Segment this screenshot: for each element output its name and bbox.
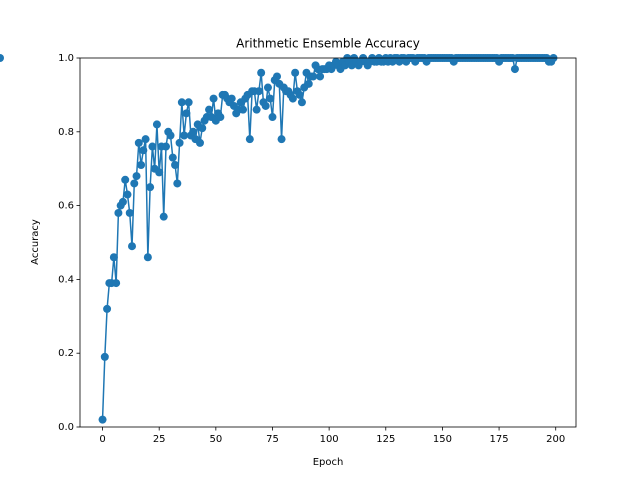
data-point — [239, 105, 248, 114]
y-axis-label: Accuracy — [30, 219, 41, 265]
data-point — [137, 161, 146, 170]
data-point — [263, 83, 272, 92]
data-point — [128, 242, 137, 251]
data-point — [198, 124, 207, 133]
data-point — [195, 138, 204, 147]
data-point — [152, 120, 161, 129]
data-point — [177, 98, 186, 107]
data-point — [171, 161, 180, 170]
data-point — [132, 172, 141, 181]
x-tick-label: 100 — [320, 434, 339, 445]
data-point — [175, 138, 184, 147]
x-tick-label: 200 — [546, 434, 565, 445]
data-point — [257, 68, 266, 77]
data-point — [168, 153, 177, 162]
x-tick-label: 75 — [266, 434, 279, 445]
data-point — [297, 98, 306, 107]
data-point — [209, 94, 218, 103]
data-point — [125, 208, 134, 217]
data-point — [98, 415, 107, 424]
data-point — [182, 109, 191, 118]
data-point — [268, 113, 277, 122]
data-point — [227, 94, 236, 103]
data-point — [173, 179, 182, 188]
data-point — [261, 101, 270, 110]
y-tick-label: 0.8 — [58, 127, 74, 138]
data-point — [295, 90, 304, 99]
data-point — [291, 68, 300, 77]
data-point — [252, 105, 261, 114]
y-tick-label: 0.0 — [58, 422, 74, 433]
data-point — [180, 131, 189, 140]
data-point — [143, 253, 152, 262]
data-point — [0, 54, 4, 62]
data-point — [100, 352, 109, 361]
data-point — [189, 127, 198, 136]
data-point — [112, 279, 121, 288]
data-point — [139, 146, 148, 155]
chart-title: Arithmetic Ensemble Accuracy — [236, 37, 420, 51]
x-tick-label: 25 — [153, 434, 166, 445]
data-point — [254, 87, 263, 96]
x-axis-label: Epoch — [313, 457, 344, 468]
data-point — [309, 72, 318, 81]
data-point — [134, 138, 143, 147]
data-point — [288, 94, 297, 103]
data-point — [123, 190, 132, 199]
data-point — [316, 72, 325, 81]
y-tick-label: 0.4 — [58, 274, 74, 285]
data-point — [245, 135, 254, 144]
data-point — [216, 113, 225, 122]
y-tick-label: 1.0 — [58, 53, 74, 64]
data-point — [148, 142, 157, 151]
data-point — [114, 208, 123, 217]
data-point — [304, 79, 313, 88]
data-point — [146, 183, 155, 192]
x-tick-label: 150 — [433, 434, 452, 445]
data-point — [155, 168, 164, 177]
y-tick-label: 0.6 — [58, 201, 74, 212]
data-point — [118, 197, 127, 206]
x-tick-label: 50 — [209, 434, 222, 445]
data-point — [184, 98, 193, 107]
y-tick-label: 0.2 — [58, 348, 74, 359]
data-point — [166, 131, 175, 140]
x-tick-label: 0 — [99, 434, 105, 445]
data-point — [109, 253, 118, 262]
data-point — [121, 175, 130, 184]
data-point — [130, 179, 139, 188]
data-point — [103, 304, 112, 313]
data-point — [273, 72, 282, 81]
data-point — [159, 212, 168, 221]
data-point — [266, 94, 275, 103]
x-tick-label: 175 — [490, 434, 509, 445]
plot-frame — [79, 57, 577, 428]
data-point — [205, 105, 214, 114]
data-point — [277, 135, 286, 144]
data-point — [510, 65, 519, 74]
data-point — [141, 135, 150, 144]
data-point — [161, 142, 170, 151]
x-tick-label: 125 — [376, 434, 395, 445]
